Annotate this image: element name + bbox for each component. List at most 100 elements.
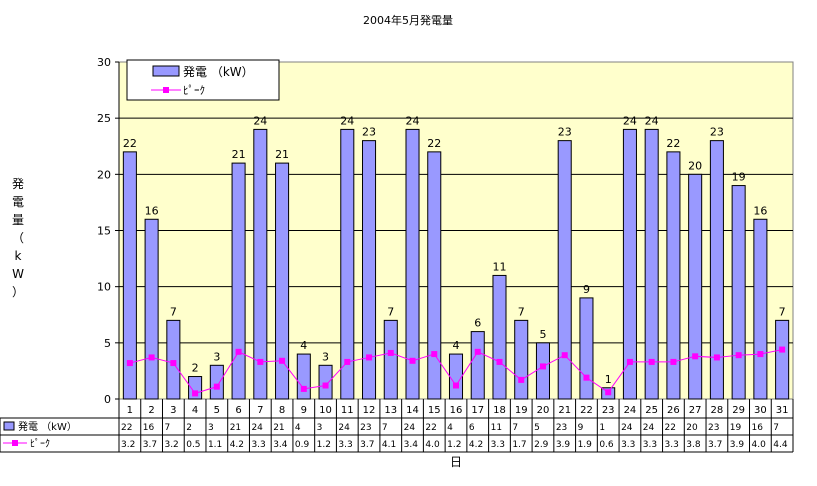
bar	[209, 364, 224, 400]
x-tick-label: 5	[214, 405, 220, 416]
legend-line-label: ﾋﾟｰｸ	[183, 84, 205, 97]
bar	[622, 128, 637, 400]
table-cell-power: 7	[773, 423, 779, 433]
bar	[448, 353, 464, 400]
y-axis-label-char: ）	[12, 285, 24, 299]
y-tick-label: 20	[97, 168, 111, 181]
peak-point	[605, 389, 612, 396]
peak-point	[692, 353, 699, 360]
bar-value-label: 9	[583, 283, 590, 296]
peak-point	[648, 358, 655, 365]
bar	[775, 319, 790, 400]
x-tick-label: 26	[667, 405, 680, 416]
table-cell-power: 11	[491, 423, 502, 433]
bar	[275, 162, 290, 400]
bar	[557, 140, 572, 400]
peak-point	[431, 351, 438, 358]
table-bar-swatch	[3, 421, 15, 431]
x-tick-label: 19	[515, 405, 528, 416]
table-cell-power: 1	[599, 423, 605, 433]
x-tick-label: 12	[363, 405, 376, 416]
x-tick-label: 17	[471, 405, 484, 416]
table-cell-peak: 3.3	[338, 440, 352, 450]
bar-value-label: 23	[558, 126, 572, 139]
table-row-header-peak: ﾋﾟｰｸ	[30, 438, 50, 450]
bar	[296, 353, 311, 400]
table-cell-power: 16	[752, 423, 764, 433]
bar	[383, 319, 398, 400]
table-cell-peak: 0.5	[186, 440, 200, 450]
bar-value-label: 16	[753, 204, 767, 217]
peak-point	[170, 360, 177, 367]
table-cell-peak: 3.8	[686, 440, 701, 450]
peak-point	[539, 363, 546, 370]
peak-point	[409, 357, 416, 364]
data-table: 1223.22163.7373.2420.5531.16214.27243.38…	[0, 399, 794, 453]
table-cell-peak: 3.3	[643, 440, 657, 450]
bar-value-label: 7	[387, 305, 394, 318]
bar-value-label: 7	[779, 305, 786, 318]
x-tick-label: 16	[450, 405, 463, 416]
bar	[492, 274, 507, 400]
bar-value-label: 4	[453, 339, 460, 352]
peak-point	[235, 348, 242, 355]
bar-value-label: 3	[213, 350, 220, 363]
y-axis-label-char: 電	[12, 195, 24, 209]
bar	[166, 319, 181, 400]
peak-point	[192, 390, 199, 397]
x-tick-label: 27	[689, 405, 702, 416]
y-tick-label: 30	[97, 56, 111, 69]
y-tick-label: 25	[97, 112, 111, 125]
bar	[231, 162, 246, 400]
peak-point	[213, 383, 220, 390]
table-cell-peak: 3.7	[708, 440, 722, 450]
y-axis-label-char: W	[12, 267, 24, 281]
x-axis-label: 日	[450, 455, 462, 469]
table-cell-peak: 4.4	[773, 440, 788, 450]
x-tick-label: 29	[732, 405, 745, 416]
table-cell-peak: 3.9	[556, 440, 571, 450]
x-tick-label: 21	[558, 405, 571, 416]
bar	[144, 218, 159, 400]
bar-value-label: 24	[645, 114, 659, 127]
gridlines	[119, 117, 793, 344]
y-axis-label-char: 量	[12, 213, 24, 227]
bar	[514, 319, 529, 400]
table-cell-power: 22	[665, 423, 676, 433]
bar-value-label: 20	[688, 159, 702, 172]
peak-point	[735, 352, 742, 359]
table-line-marker	[12, 440, 18, 446]
table-row-header-power: 発電 （kW）	[18, 420, 77, 433]
bar-value-label: 6	[474, 317, 481, 330]
table-cell-peak: 3.2	[121, 440, 135, 450]
bar	[362, 140, 377, 400]
legend-bar-swatch	[152, 65, 180, 77]
legend: 発電 （kW） ﾋﾟｰｸ	[126, 59, 280, 101]
bar-value-label: 21	[232, 148, 246, 161]
x-tick-label: 14	[406, 405, 419, 416]
table-cell-power: 4	[295, 423, 301, 433]
bar	[753, 218, 768, 400]
peak-point	[779, 346, 786, 353]
bar	[427, 151, 442, 400]
bar-value-label: 22	[427, 137, 441, 150]
y-tick-label: 15	[97, 225, 111, 238]
peak-point	[387, 349, 394, 356]
peak-point	[496, 358, 503, 365]
y-tick-label: 0	[104, 393, 111, 406]
bar-value-label: 2	[192, 362, 199, 375]
x-tick-label: 11	[341, 405, 354, 416]
x-tick-label: 6	[235, 405, 241, 416]
table-cell-peak: 1.1	[208, 440, 222, 450]
table-cell-peak: 4.2	[469, 440, 483, 450]
table-cell-power: 20	[686, 423, 698, 433]
table-cell-power: 24	[621, 423, 633, 433]
peak-point	[453, 382, 459, 389]
bar	[709, 140, 724, 400]
table-cell-peak: 3.3	[491, 440, 505, 450]
x-tick-label: 22	[580, 405, 593, 416]
peak-point	[366, 354, 373, 361]
table-cell-power: 23	[708, 423, 719, 433]
